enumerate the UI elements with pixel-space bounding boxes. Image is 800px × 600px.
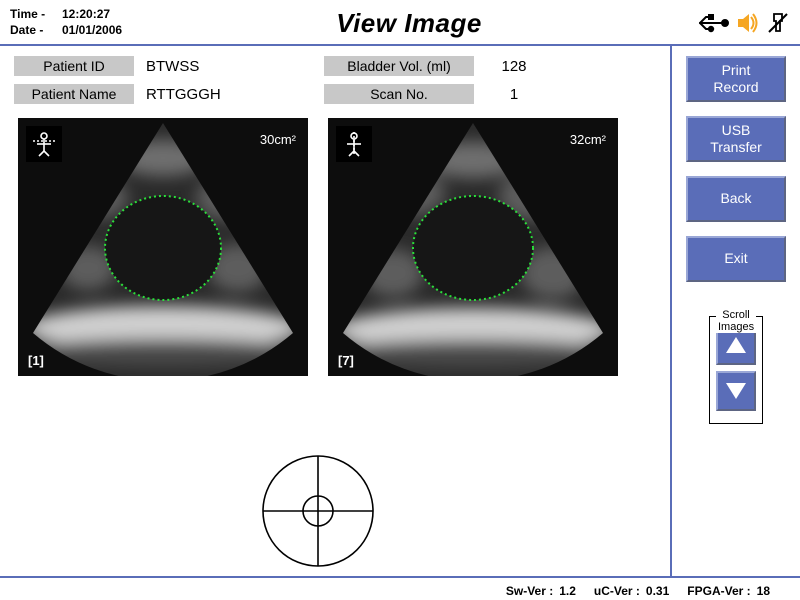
chevron-up-icon: [726, 337, 746, 353]
target-crosshair-icon: [258, 451, 378, 574]
speaker-icon: [736, 12, 760, 34]
date-value: 01/01/2006: [62, 23, 122, 37]
sw-ver-label: Sw-Ver :: [506, 584, 553, 598]
scroll-down-button[interactable]: [716, 371, 756, 411]
scroll-images-label: Scroll Images: [716, 309, 756, 333]
bladder-vol-label: Bladder Vol. (ml): [324, 56, 474, 76]
uc-ver-label: uC-Ver :: [594, 584, 640, 598]
ultrasound-scan-right: 32cm² [7]: [328, 118, 618, 376]
scan-area-label: 30cm²: [260, 132, 296, 147]
orientation-transverse-icon: [26, 126, 62, 162]
usb-icon: [696, 12, 730, 34]
bladder-vol-value: 128: [474, 58, 554, 75]
patient-id-label: Patient ID: [14, 56, 134, 76]
probe-mute-icon: [766, 11, 790, 35]
date-label: Date -: [10, 23, 62, 37]
fpga-ver-label: FPGA-Ver :: [687, 584, 750, 598]
page-title: View Image: [336, 8, 482, 39]
patient-id-value: BTWSS: [134, 58, 284, 75]
scan-index-label: [1]: [28, 353, 44, 368]
chevron-down-icon: [726, 383, 746, 399]
orientation-sagittal-icon: [336, 126, 372, 162]
exit-button[interactable]: Exit: [686, 236, 786, 282]
time-label: Time -: [10, 7, 62, 21]
patient-name-value: RTTGGGH: [134, 86, 284, 103]
ultrasound-scan-left: 30cm² [1]: [18, 118, 308, 376]
back-button[interactable]: Back: [686, 176, 786, 222]
fpga-ver-value: 18: [757, 584, 770, 598]
uc-ver-value: 0.31: [646, 584, 669, 598]
sw-ver-value: 1.2: [559, 584, 576, 598]
patient-name-label: Patient Name: [14, 84, 134, 104]
scan-index-label: [7]: [338, 353, 354, 368]
scan-area-label: 32cm²: [570, 132, 606, 147]
time-value: 12:20:27: [62, 7, 110, 21]
scan-no-label: Scan No.: [324, 84, 474, 104]
usb-transfer-button[interactable]: USBTransfer: [686, 116, 786, 162]
print-record-button[interactable]: PrintRecord: [686, 56, 786, 102]
scan-no-value: 1: [474, 86, 554, 103]
